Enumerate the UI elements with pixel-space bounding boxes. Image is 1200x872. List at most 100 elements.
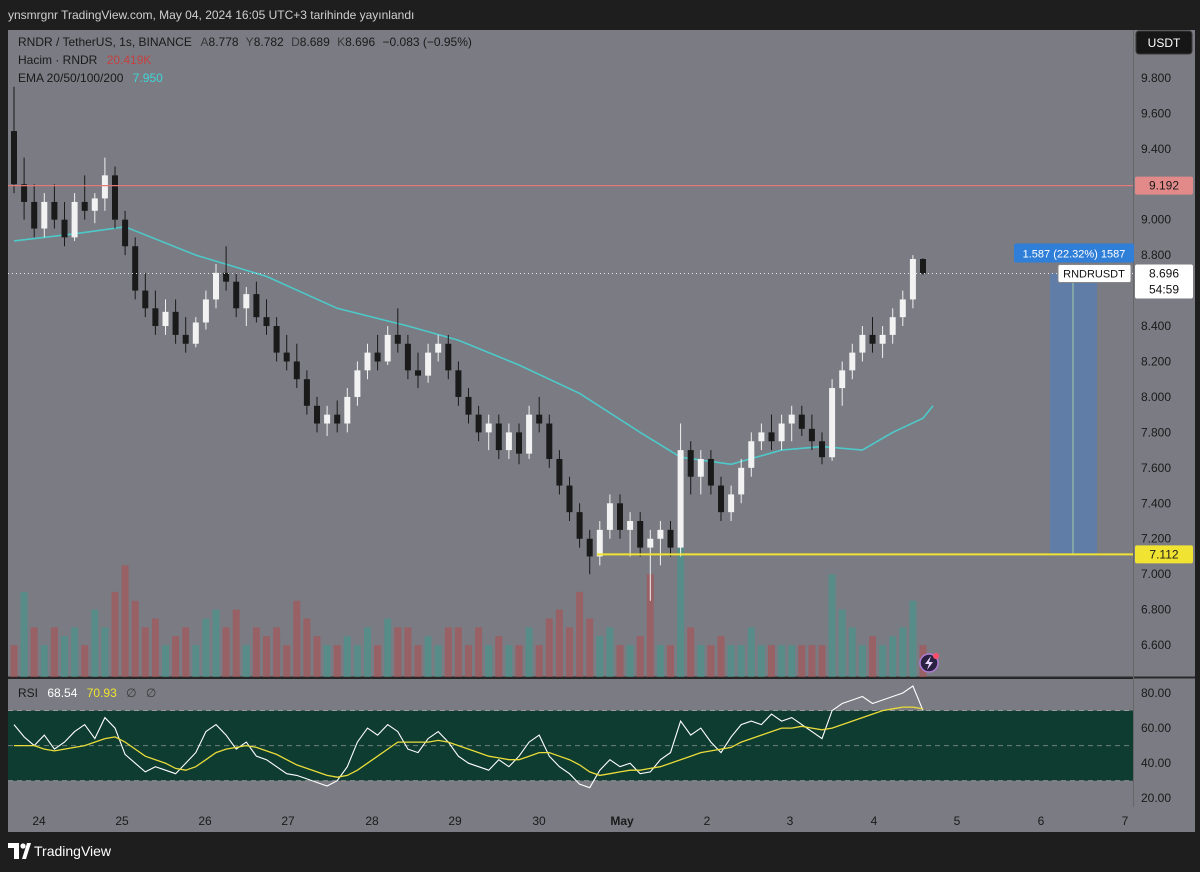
legend-low: 8.689 (300, 35, 330, 49)
logo-mark-dot (20, 843, 26, 849)
candle-body (748, 441, 755, 468)
volume-bar (667, 645, 674, 677)
volume-bar (242, 645, 250, 677)
price-tick: 7.400 (1141, 496, 1171, 510)
volume-bar (828, 574, 836, 677)
candle-body (829, 388, 836, 458)
candle-body (314, 405, 320, 424)
volume-bar (172, 636, 180, 677)
time-tick: 6 (1038, 814, 1045, 828)
volume-bar (182, 627, 190, 677)
candle-body (243, 294, 250, 309)
candle-body (415, 370, 421, 376)
candle-body (324, 414, 331, 424)
candle-body (91, 198, 98, 211)
level-layer (8, 185, 1133, 556)
ema-label: EMA 20/50/100/200 (18, 71, 124, 85)
last-price-tag: 8.696 (1149, 267, 1179, 281)
candle-body (859, 334, 866, 353)
volume-bar (131, 600, 139, 677)
volume-bar (858, 645, 866, 677)
volume-bar (293, 600, 301, 677)
candle-body (808, 428, 815, 442)
volume-bar (656, 645, 664, 677)
lightning-icon[interactable] (919, 653, 939, 673)
price-tick: 9.000 (1141, 213, 1171, 227)
candle-body (354, 370, 361, 397)
rsi-tick: 80.00 (1141, 686, 1171, 700)
rsi-ma-line (14, 706, 924, 778)
tradingview-logo-icon[interactable] (8, 843, 31, 859)
price-tick: 9.800 (1141, 71, 1171, 85)
candle-body (283, 352, 290, 362)
time-axis-background[interactable] (8, 807, 1195, 832)
volume-bar (626, 645, 634, 677)
rsi-value: 68.54 (47, 686, 77, 700)
candle-body (364, 352, 371, 371)
volume-bar (91, 609, 99, 677)
main-pane-background[interactable] (8, 30, 1133, 677)
volume-bar (747, 627, 755, 677)
candle-body (536, 414, 543, 424)
price-tick: 8.000 (1141, 390, 1171, 404)
volume-value: 20.419K (107, 53, 152, 67)
candle-body (192, 322, 199, 344)
currency-button[interactable]: USDT (1135, 30, 1193, 55)
candle-body (697, 458, 704, 477)
candle-body (293, 361, 300, 380)
footer-bar (0, 832, 1200, 867)
candle-body (505, 432, 512, 451)
volume-bar (111, 591, 119, 677)
candle-body (334, 414, 341, 424)
volume-bar (333, 645, 341, 677)
candle-body (152, 308, 159, 327)
currency-button-label[interactable]: USDT (1148, 36, 1181, 50)
volume-bar (353, 645, 361, 677)
currency-button-bg[interactable] (1135, 30, 1193, 55)
volume-bar (61, 636, 68, 677)
time-tick: 29 (448, 814, 462, 828)
candle-body (51, 201, 58, 220)
candle-body (677, 450, 684, 548)
volume-bar (677, 547, 685, 677)
legend-open: 8.778 (209, 35, 239, 49)
candle-body (495, 423, 502, 451)
symbol-tag: RNDRUSDT (1063, 269, 1125, 281)
candle-body (718, 485, 724, 513)
candle-body (21, 184, 28, 202)
measure-layer[interactable]: 1.587 (22.32%) 1587 (1014, 243, 1134, 555)
candle-body (31, 201, 38, 229)
volume-bar (273, 627, 281, 677)
volume-bar (30, 627, 38, 677)
candle-body (788, 414, 795, 424)
candle-body (909, 259, 916, 300)
legend: RNDR / TetherUS, 1s, BINANCE A8.778 Y8.7… (18, 35, 472, 85)
time-tick: 3 (787, 814, 794, 828)
volume-bar (576, 591, 584, 677)
symbol-tag-bg (1057, 264, 1132, 284)
volume-bar (757, 645, 765, 677)
legend-low-label: D (291, 35, 300, 49)
volume-bar (555, 609, 563, 677)
legend-high: 8.782 (254, 35, 284, 49)
lightning-icon-dot (933, 653, 939, 659)
candle-body (404, 343, 411, 371)
price-tick: 8.400 (1141, 319, 1171, 333)
footer-brand[interactable]: TradingView (34, 843, 112, 859)
candle-body (344, 396, 351, 424)
volume-bar (636, 636, 644, 677)
rsi-tick: 60.00 (1141, 721, 1171, 735)
candle-body (738, 467, 745, 495)
countdown-tag: 54:59 (1149, 283, 1179, 297)
price-tick: 8.200 (1141, 354, 1171, 368)
volume-bar (717, 636, 725, 677)
support-tag: 7.112 (1149, 547, 1178, 561)
candle-body (172, 311, 179, 335)
candle-body (849, 352, 856, 371)
candle-body (647, 538, 654, 548)
volume-bar (848, 627, 856, 677)
candle-body (61, 219, 68, 238)
candle-body (162, 311, 169, 327)
logo-mark-right (22, 843, 31, 859)
candle-body (122, 219, 129, 247)
